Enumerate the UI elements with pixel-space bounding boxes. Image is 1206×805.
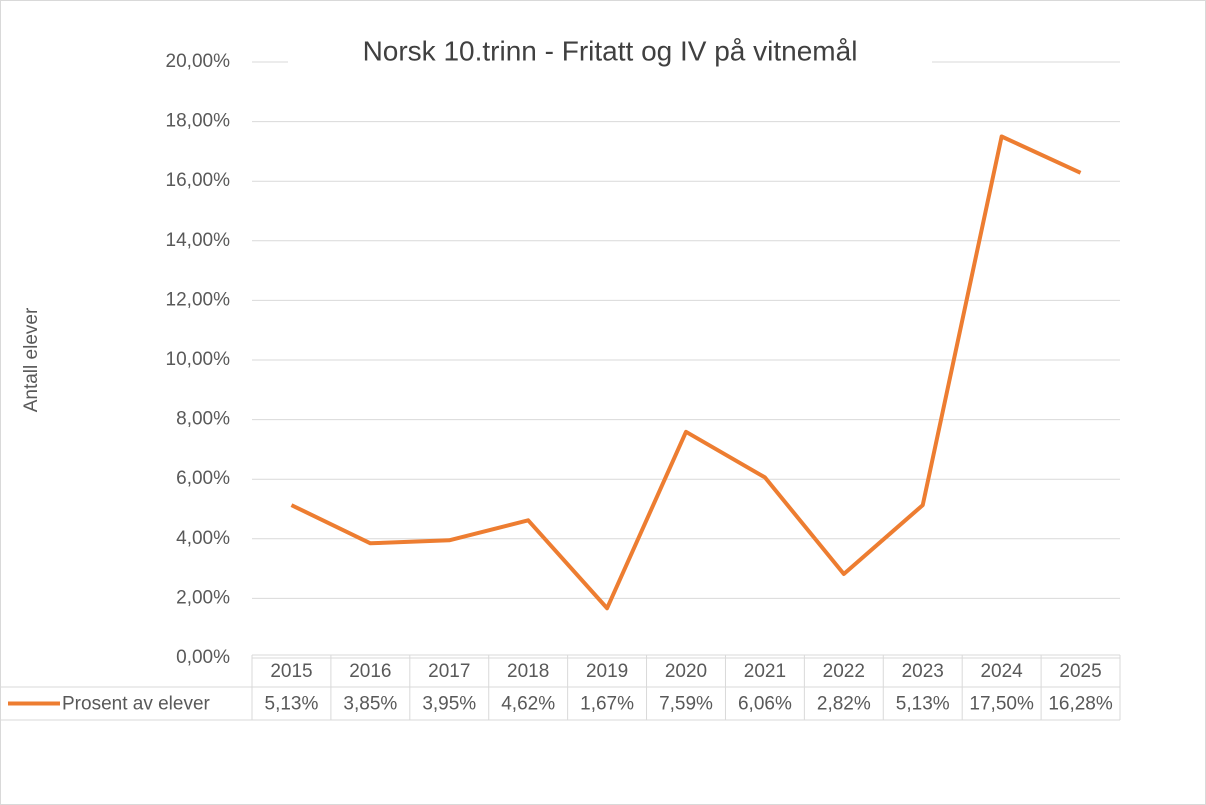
data-label: 5,13% bbox=[265, 694, 319, 715]
y-tick-label: 16,00% bbox=[166, 170, 231, 191]
x-tick-label: 2019 bbox=[586, 661, 628, 682]
data-label: 3,85% bbox=[343, 694, 397, 715]
x-tick-label: 2024 bbox=[980, 661, 1023, 682]
y-tick-label: 14,00% bbox=[166, 230, 231, 251]
data-label: 16,28% bbox=[1048, 694, 1113, 715]
data-label: 4,62% bbox=[501, 694, 555, 715]
data-label: 1,67% bbox=[580, 694, 634, 715]
x-tick-label: 2017 bbox=[428, 661, 470, 682]
line-series bbox=[290, 134, 1082, 611]
data-label: 2,82% bbox=[817, 694, 871, 715]
y-tick-label: 12,00% bbox=[166, 289, 231, 310]
y-tick-label: 4,00% bbox=[176, 528, 230, 549]
y-tick-label: 20,00% bbox=[166, 51, 231, 72]
x-tick-label: 2022 bbox=[823, 661, 865, 682]
x-tick-label: 2021 bbox=[744, 661, 786, 682]
y-tick-label: 10,00% bbox=[166, 349, 231, 370]
x-tick-label: 2015 bbox=[270, 661, 312, 682]
data-label: 5,13% bbox=[896, 694, 950, 715]
data-label: 17,50% bbox=[969, 694, 1034, 715]
y-tick-label: 8,00% bbox=[176, 409, 230, 430]
data-label: 6,06% bbox=[738, 694, 792, 715]
x-tick-label: 2025 bbox=[1059, 661, 1101, 682]
x-tick-label: 2020 bbox=[665, 661, 707, 682]
chart-title: Norsk 10.trinn - Fritatt og IV på vitnem… bbox=[363, 35, 858, 66]
data-label: 7,59% bbox=[659, 694, 713, 715]
x-tick-label: 2018 bbox=[507, 661, 549, 682]
data-label: 3,95% bbox=[422, 694, 476, 715]
y-tick-label: 2,00% bbox=[176, 587, 230, 608]
title-background bbox=[288, 34, 932, 74]
legend-label: Prosent av elever bbox=[62, 694, 211, 715]
x-tick-label: 2023 bbox=[902, 661, 944, 682]
x-tick-label: 2016 bbox=[349, 661, 391, 682]
y-tick-label: 18,00% bbox=[166, 111, 231, 132]
y-tick-label: 0,00% bbox=[176, 647, 230, 668]
y-tick-label: 6,00% bbox=[176, 468, 230, 489]
y-axis-label: Antall elever bbox=[21, 307, 42, 412]
